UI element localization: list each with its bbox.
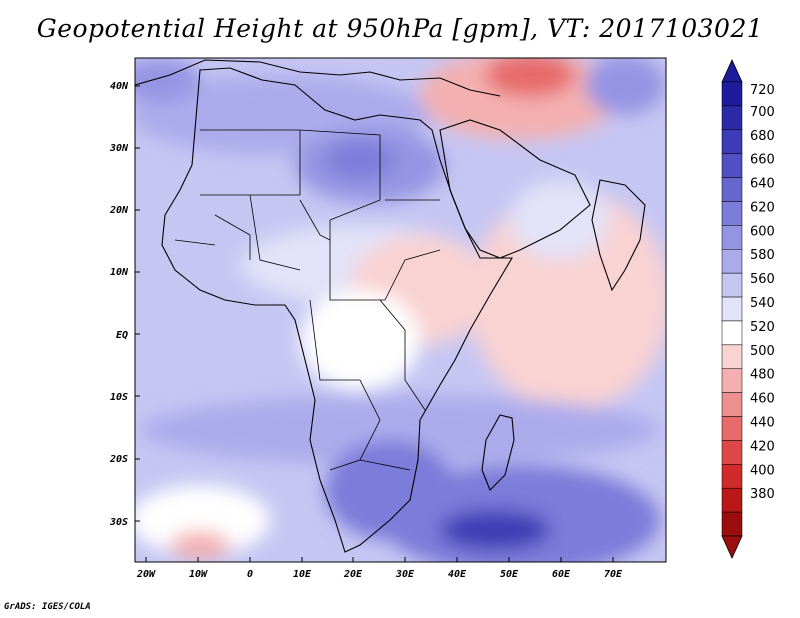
lon-tick-label: 30E <box>395 569 415 580</box>
lon-tick-label: 10E <box>293 569 312 580</box>
colorbar-extend-top <box>721 59 743 83</box>
colorbar-label: 480 <box>750 368 775 383</box>
colorbar-label: 460 <box>750 392 775 407</box>
lon-tick-label: 70E <box>604 569 623 580</box>
india-coast <box>591 179 646 292</box>
lat-tick-label: 30N <box>109 143 129 154</box>
colorbar-swatch <box>721 368 743 393</box>
field-central-asia <box>585 58 665 115</box>
coastlines <box>135 59 646 553</box>
colorbar-label: 500 <box>750 344 775 359</box>
field-ne-low-core <box>485 58 575 97</box>
colorbar-label: 380 <box>750 487 775 502</box>
contour-field <box>135 58 666 562</box>
plot-frame <box>134 57 667 563</box>
colorbar-swatch <box>721 249 743 274</box>
lat-tick-label: 10S <box>110 392 128 403</box>
colorbar-label: 560 <box>750 272 775 287</box>
colorbar-label: 680 <box>750 129 775 144</box>
africa-coast <box>161 67 513 553</box>
colorbar-swatch <box>721 129 743 154</box>
lat-tick-label: 30S <box>109 517 128 528</box>
colorbar-swatch <box>721 416 743 441</box>
colorbar-label: 720 <box>750 83 775 98</box>
field-south-atlantic-core <box>170 531 230 559</box>
lat-tick-label: EQ <box>116 330 128 341</box>
lon-tick-label: 20W <box>136 569 156 580</box>
colorbar-swatch <box>721 511 743 537</box>
colorbar-label: 620 <box>750 200 775 215</box>
colorbar-label: 580 <box>750 248 775 263</box>
colorbar-swatch <box>721 296 743 322</box>
colorbar-label: 440 <box>750 416 775 431</box>
latitude-axis: 40N 30N 20N 10N EQ 10S 20S 30S <box>109 81 140 528</box>
colorbar-swatch <box>721 392 743 417</box>
arabia-coast <box>439 119 591 259</box>
colorbar: 720 700 680 660 640 620 600 580 560 540 520 500 480 4… <box>721 59 775 559</box>
colorbar-label: 660 <box>750 153 775 168</box>
longitude-axis: 20W 10W 0 10E 20E 30E 40E 50E 60E 70E <box>136 557 623 580</box>
lat-tick-label: 20N <box>109 205 129 216</box>
field-arabian-sea <box>470 190 666 410</box>
field-south-atlantic <box>135 485 270 555</box>
lat-tick-marks <box>135 85 140 522</box>
lon-tick-label: 40E <box>448 569 467 580</box>
colorbar-label: 640 <box>750 177 775 192</box>
colorbar-swatch <box>721 344 743 369</box>
colorbar-swatch <box>721 320 743 346</box>
lat-tick-label: 10N <box>110 267 129 278</box>
lat-tick-label: 40N <box>110 81 129 92</box>
colorbar-swatch <box>721 440 743 465</box>
colorbar-label: 540 <box>750 296 775 311</box>
colorbar-swatch <box>721 177 743 202</box>
colorbar-swatch <box>721 105 743 131</box>
colorbar-swatch <box>721 487 743 513</box>
field-indian-ocean-core <box>440 510 550 550</box>
colorbar-swatch <box>721 81 743 107</box>
lon-tick-label: 0 <box>247 569 253 580</box>
colorbar-label: 400 <box>750 463 775 478</box>
colorbar-label: 520 <box>750 320 775 335</box>
colorbar-label: 700 <box>750 105 775 120</box>
madagascar-coast <box>481 414 515 491</box>
lon-tick-label: 20E <box>343 569 363 580</box>
europe-coast <box>135 59 501 97</box>
lon-tick-marks <box>145 557 614 562</box>
lat-tick-label: 20S <box>109 454 128 465</box>
field-atlantic-nw <box>135 58 200 102</box>
lon-tick-label: 60E <box>552 569 571 580</box>
field-south-band <box>140 395 660 465</box>
colorbar-swatch <box>721 464 743 489</box>
field-libyan-core <box>325 142 395 178</box>
country-borders <box>174 129 441 471</box>
colorbar-label: 420 <box>750 439 775 454</box>
colorbar-extend-bottom <box>721 535 743 559</box>
map-title: Geopotential Height at 950hPa [gpm], VT:… <box>36 14 764 43</box>
colorbar-swatch <box>721 153 743 178</box>
colorbar-swatch <box>721 272 743 298</box>
field-arabia <box>510 180 610 260</box>
lon-tick-label: 10W <box>189 569 208 580</box>
grads-credit: GrADS: IGES/COLA <box>4 602 91 612</box>
colorbar-swatch <box>721 201 743 226</box>
colorbar-label: 600 <box>750 224 775 239</box>
field-congo <box>300 290 420 390</box>
colorbar-swatch <box>721 225 743 250</box>
lon-tick-label: 50E <box>500 569 519 580</box>
